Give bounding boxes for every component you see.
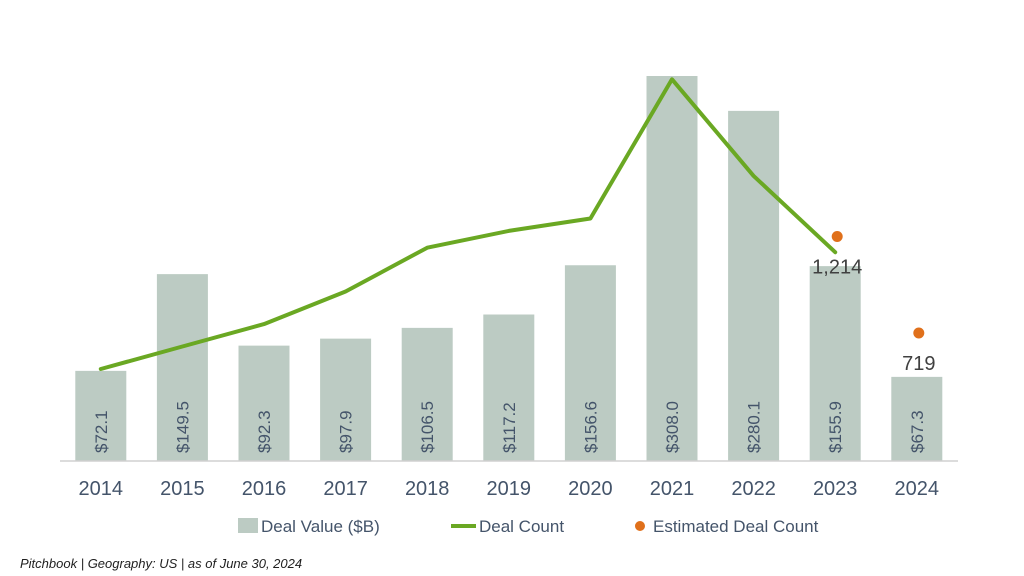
bar-2020 <box>564 265 616 461</box>
legend-label-estimated-deal-count: Estimated Deal Count <box>653 517 819 536</box>
estimated-point-2024 <box>913 327 925 339</box>
deal-count-line <box>98 77 838 371</box>
x-tick-2014: 2014 <box>79 478 124 500</box>
bar-label-2017: $97.9 <box>337 410 356 453</box>
bar-2014 <box>75 370 127 461</box>
bar-label-2022: $280.1 <box>745 401 764 453</box>
x-tick-2015: 2015 <box>160 478 205 500</box>
x-tick-2024: 2024 <box>895 478 940 500</box>
x-tick-labels: 2014 2015 2016 2017 2018 2019 2020 2021 2022 2023… <box>79 478 940 500</box>
legend-label-deal-value: Deal Value ($B) <box>261 517 380 536</box>
estimated-deal-count-labels: 1,214 719 <box>812 257 935 376</box>
x-tick-2016: 2016 <box>242 478 287 500</box>
x-tick-2017: 2017 <box>323 478 368 500</box>
bar-label-2016: $92.3 <box>255 410 274 453</box>
x-tick-2022: 2022 <box>731 478 776 500</box>
bar-label-2019: $117.2 <box>500 402 519 453</box>
bar-2022 <box>728 110 780 461</box>
bar-2015 <box>156 274 208 461</box>
bar-label-2015: $149.5 <box>173 401 192 453</box>
estimated-deal-count-points <box>831 231 925 339</box>
x-tick-2020: 2020 <box>568 478 613 500</box>
x-tick-2019: 2019 <box>487 478 532 500</box>
bar-2018 <box>401 327 453 461</box>
x-tick-2023: 2023 <box>813 478 858 500</box>
x-tick-2021: 2021 <box>650 478 695 500</box>
estimated-label-2023: 1,214 <box>812 257 862 279</box>
legend-label-deal-count: Deal Count <box>479 517 564 536</box>
legend: Deal Value ($B) Deal Count Estimated Dea… <box>238 517 819 536</box>
bar-2023 <box>809 266 861 461</box>
bar-label-2023: $155.9 <box>826 401 845 453</box>
legend-swatch-estimated-deal-count <box>635 521 645 531</box>
bar-series <box>75 76 943 461</box>
x-tick-2018: 2018 <box>405 478 450 500</box>
bar-label-2014: $72.1 <box>92 410 111 453</box>
source-footnote: Pitchbook | Geography: US | as of June 3… <box>20 556 303 571</box>
bar-label-2021: $308.0 <box>663 401 682 453</box>
bar-label-series: $72.1 $149.5 $92.3 $97.9 $106.5 $117.2 $156.6 $… <box>92 401 927 453</box>
bar-2016 <box>238 345 290 461</box>
bar-2021 <box>646 76 698 461</box>
legend-swatch-deal-value <box>238 518 258 533</box>
bar-2017 <box>320 338 372 461</box>
bar-label-2024: $67.3 <box>908 410 927 453</box>
bar-label-2018: $106.5 <box>418 401 437 453</box>
estimated-point-2023 <box>831 231 843 242</box>
estimated-label-2024: 719 <box>902 353 935 375</box>
bar-label-2020: $156.6 <box>581 401 600 453</box>
bar-2019 <box>483 314 535 461</box>
bar-2024 <box>891 376 943 461</box>
